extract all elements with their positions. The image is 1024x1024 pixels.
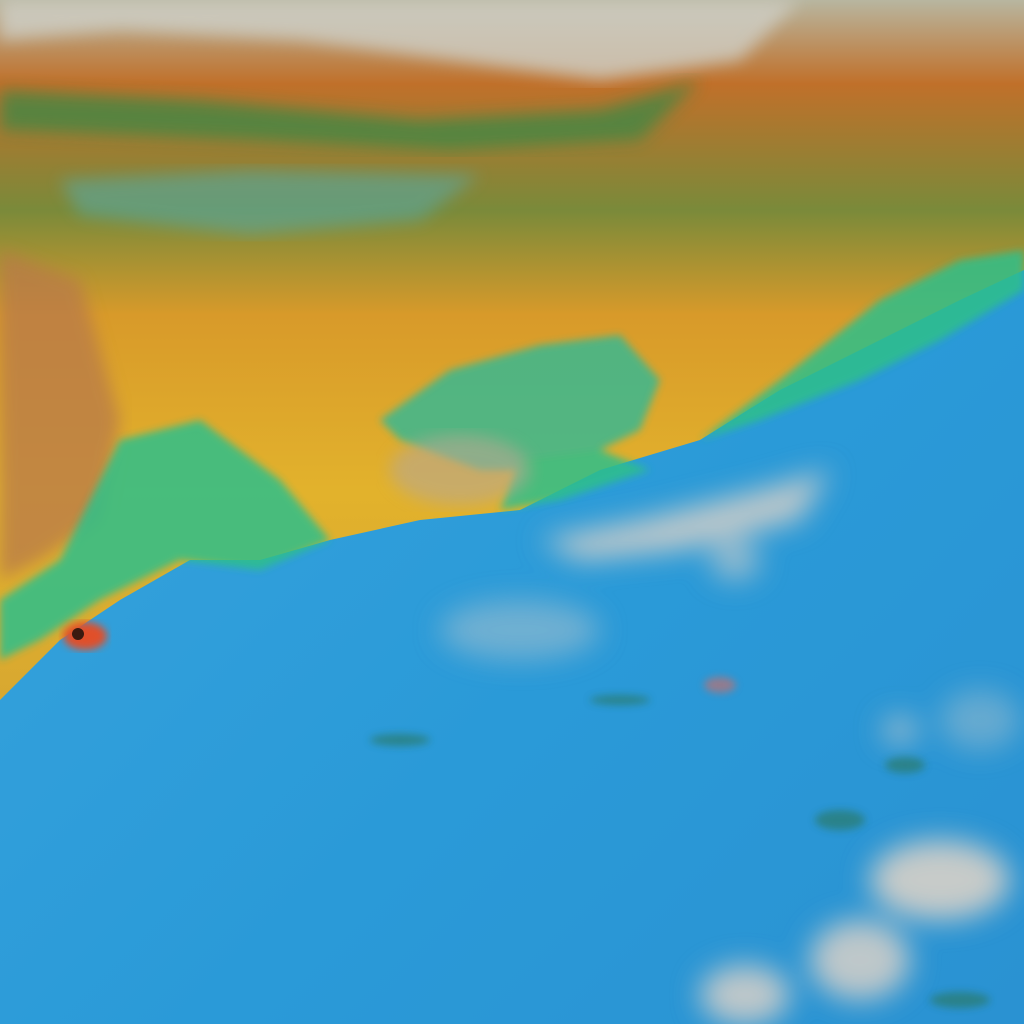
haze-pocket bbox=[390, 435, 530, 505]
hotspot bbox=[63, 622, 107, 650]
northern-ridge-green bbox=[0, 80, 700, 150]
northern-cloud-band bbox=[0, 0, 800, 80]
cloud-specks bbox=[370, 677, 990, 1008]
mid-ridge-teal bbox=[60, 170, 480, 235]
ocean-clouds bbox=[440, 470, 1020, 1024]
west-land bbox=[0, 250, 120, 580]
coastal-fringe bbox=[0, 250, 1024, 660]
hotspot-core bbox=[72, 628, 84, 640]
